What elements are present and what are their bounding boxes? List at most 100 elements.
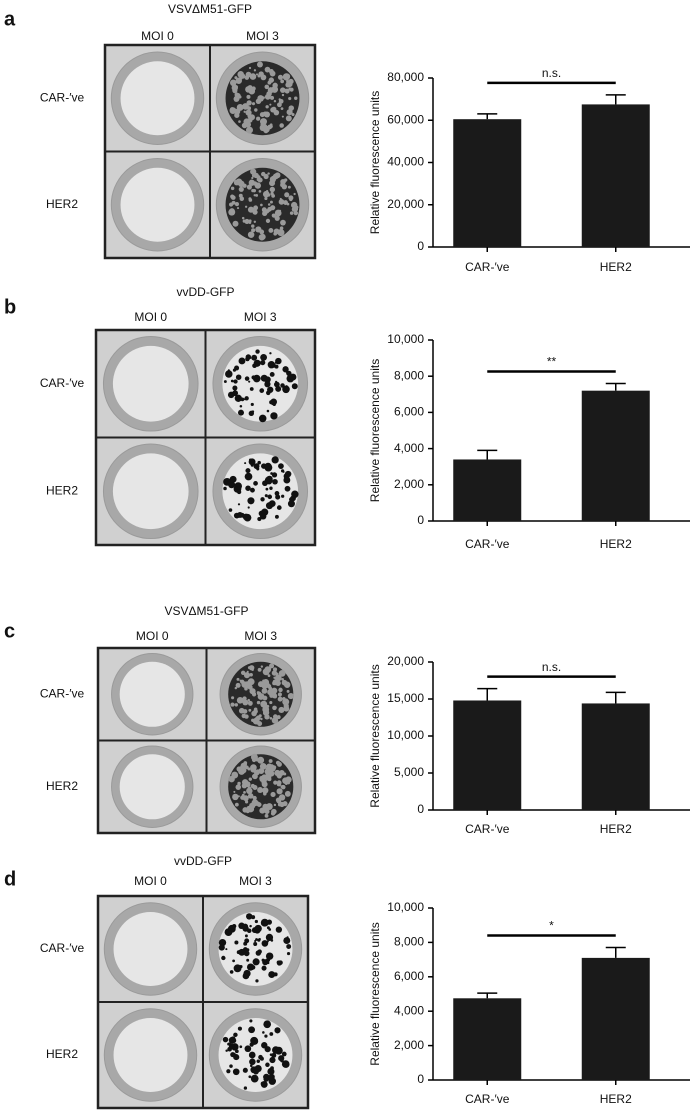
well-spot [268, 690, 274, 696]
plate-title: VSVΔM51-GFP [168, 2, 252, 16]
well-spot [255, 801, 261, 806]
bar [581, 703, 650, 810]
well-spot [228, 508, 233, 512]
well-spot [229, 970, 234, 974]
panel-letter: b [4, 296, 16, 318]
well-spot [262, 787, 269, 794]
well-spot [247, 85, 253, 90]
well-spot [285, 115, 292, 122]
well-spot [281, 115, 284, 118]
well-spot [267, 360, 276, 369]
well-spot [249, 1019, 253, 1023]
well-spot [242, 183, 247, 188]
well-spot [247, 231, 255, 238]
well-spot [286, 952, 291, 956]
well-spot [231, 1052, 236, 1057]
well-spot [274, 491, 280, 496]
well-spot [265, 933, 274, 942]
well-spot [271, 717, 279, 724]
bar [453, 700, 522, 810]
well-spot [262, 779, 265, 782]
well-spot [270, 811, 276, 816]
well-spot [265, 1062, 270, 1068]
well-spot [264, 111, 271, 118]
well-spot [269, 764, 276, 772]
well-spot [234, 686, 238, 690]
well-spot [250, 764, 257, 771]
well-spot [267, 193, 271, 197]
well-spot [269, 700, 273, 705]
well-spot [233, 96, 240, 102]
well-spot [250, 1036, 259, 1045]
plate-row-label: CAR-′ve [40, 941, 85, 955]
well-spot [243, 941, 248, 946]
well-spot [282, 801, 288, 807]
well-spot [267, 206, 272, 212]
well-spot [233, 790, 236, 793]
well-spot [236, 677, 240, 681]
well-spot [260, 497, 265, 502]
well-spot [252, 181, 258, 186]
well-spot [233, 964, 242, 973]
y-tick-label: 6,000 [394, 969, 424, 983]
well-spot [253, 194, 256, 197]
well-spot [275, 494, 281, 500]
well-spot [230, 194, 235, 199]
well-spot [248, 380, 251, 383]
well-spot [284, 470, 292, 478]
well-spot [257, 949, 262, 954]
well-spot [251, 228, 256, 233]
y-axis-title: Relative fluorescence units [368, 922, 382, 1065]
well-spot [287, 500, 295, 508]
well-spot [274, 1027, 281, 1034]
significance-label: * [549, 919, 554, 933]
well-spot [265, 190, 269, 193]
well-spot [234, 85, 238, 89]
well-spot [266, 704, 270, 708]
well-spot [229, 79, 237, 87]
well-spot [293, 192, 296, 196]
well-spot [272, 402, 276, 407]
well-spot [276, 505, 282, 510]
significance-label: n.s. [542, 66, 561, 80]
well-spot [252, 717, 260, 725]
well-spot [230, 702, 235, 707]
well-spot [249, 665, 252, 668]
well-spot [238, 120, 241, 123]
well-spot [278, 463, 284, 469]
plate-row-label: CAR-′ve [40, 686, 85, 700]
well-spot [243, 110, 246, 113]
x-tick-label: CAR-′ve [465, 1092, 510, 1106]
y-tick-label: 20,000 [387, 654, 424, 668]
well-spot [265, 218, 271, 224]
well-spot [268, 971, 276, 979]
well-spot [231, 200, 236, 205]
well-spot [278, 960, 283, 965]
y-tick-label: 2,000 [394, 477, 424, 491]
well-spot [283, 178, 288, 182]
y-tick-label: 2,000 [394, 1038, 424, 1052]
bar [453, 459, 522, 521]
well-spot [243, 513, 252, 522]
well-spot [269, 1032, 274, 1036]
well-spot [226, 1069, 231, 1074]
well-spot [257, 516, 262, 522]
well-spot [253, 1068, 259, 1075]
well-spot [261, 682, 268, 689]
well-spot [228, 1036, 236, 1044]
well-spot [283, 476, 291, 484]
well-spot [279, 226, 284, 230]
x-tick-label: CAR-′ve [465, 537, 510, 551]
well-spot [243, 1086, 248, 1090]
well-spot [247, 698, 251, 702]
well [120, 61, 195, 136]
well-spot [269, 371, 275, 377]
well-spot [248, 708, 252, 712]
well-spot [248, 197, 252, 201]
well-spot [278, 687, 283, 693]
well-spot [245, 468, 251, 474]
well-spot [275, 761, 279, 765]
well-spot [257, 177, 263, 183]
well-spot [269, 103, 272, 106]
